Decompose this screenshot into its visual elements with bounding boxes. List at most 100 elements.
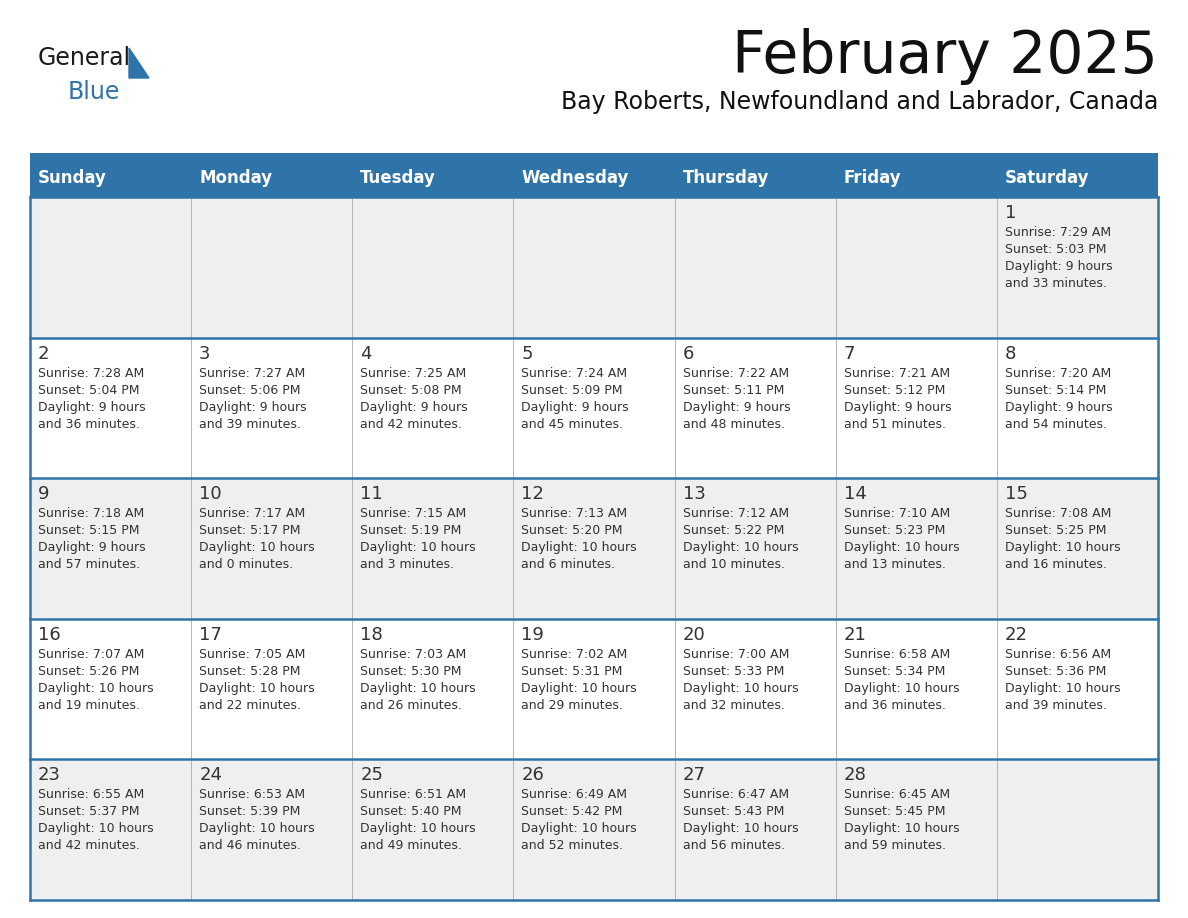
Bar (30, 338, 1158, 478)
Text: Bay Roberts, Newfoundland and Labrador, Canada: Bay Roberts, Newfoundland and Labrador, … (561, 90, 1158, 114)
Text: and 22 minutes.: and 22 minutes. (200, 699, 301, 711)
Text: Wednesday: Wednesday (522, 169, 628, 187)
Text: Sunset: 5:23 PM: Sunset: 5:23 PM (843, 524, 946, 537)
Text: Daylight: 10 hours: Daylight: 10 hours (683, 682, 798, 695)
Text: Daylight: 10 hours: Daylight: 10 hours (360, 542, 476, 554)
Text: 2: 2 (38, 344, 50, 363)
Text: Sunset: 5:11 PM: Sunset: 5:11 PM (683, 384, 784, 397)
Text: and 32 minutes.: and 32 minutes. (683, 699, 784, 711)
Text: and 39 minutes.: and 39 minutes. (1005, 699, 1107, 711)
Text: Friday: Friday (843, 169, 902, 187)
Text: Sunrise: 7:25 AM: Sunrise: 7:25 AM (360, 366, 467, 380)
Text: Blue: Blue (68, 80, 120, 104)
Text: and 42 minutes.: and 42 minutes. (360, 418, 462, 431)
Text: Sunrise: 6:51 AM: Sunrise: 6:51 AM (360, 789, 467, 801)
Text: 16: 16 (38, 626, 61, 644)
Text: 14: 14 (843, 486, 866, 503)
Text: Monday: Monday (200, 169, 272, 187)
Text: Daylight: 10 hours: Daylight: 10 hours (843, 682, 960, 695)
Text: Daylight: 10 hours: Daylight: 10 hours (522, 823, 637, 835)
Text: Daylight: 10 hours: Daylight: 10 hours (38, 682, 153, 695)
Text: Sunset: 5:12 PM: Sunset: 5:12 PM (843, 384, 946, 397)
Text: and 59 minutes.: and 59 minutes. (843, 839, 946, 853)
Bar (30, 159, 1158, 197)
Text: Sunrise: 7:28 AM: Sunrise: 7:28 AM (38, 366, 144, 380)
Text: Sunset: 5:08 PM: Sunset: 5:08 PM (360, 384, 462, 397)
Text: Sunset: 5:33 PM: Sunset: 5:33 PM (683, 665, 784, 677)
Text: Sunset: 5:26 PM: Sunset: 5:26 PM (38, 665, 139, 677)
Text: and 39 minutes.: and 39 minutes. (200, 418, 301, 431)
Text: Daylight: 9 hours: Daylight: 9 hours (38, 542, 146, 554)
Text: and 29 minutes.: and 29 minutes. (522, 699, 624, 711)
Text: and 3 minutes.: and 3 minutes. (360, 558, 454, 571)
Text: and 19 minutes.: and 19 minutes. (38, 699, 140, 711)
Text: Sunset: 5:28 PM: Sunset: 5:28 PM (200, 665, 301, 677)
Text: 18: 18 (360, 626, 383, 644)
Text: Sunrise: 7:05 AM: Sunrise: 7:05 AM (200, 648, 305, 661)
Text: 1: 1 (1005, 204, 1016, 222)
Text: Sunrise: 7:02 AM: Sunrise: 7:02 AM (522, 648, 627, 661)
Text: Daylight: 9 hours: Daylight: 9 hours (38, 400, 146, 414)
Text: Sunrise: 7:27 AM: Sunrise: 7:27 AM (200, 366, 305, 380)
Text: Daylight: 10 hours: Daylight: 10 hours (683, 542, 798, 554)
Text: Sunset: 5:22 PM: Sunset: 5:22 PM (683, 524, 784, 537)
Text: Sunrise: 7:12 AM: Sunrise: 7:12 AM (683, 508, 789, 521)
Text: Sunday: Sunday (38, 169, 107, 187)
Text: 9: 9 (38, 486, 50, 503)
Bar (30, 153, 1158, 159)
Text: and 33 minutes.: and 33 minutes. (1005, 277, 1107, 290)
Text: Sunrise: 6:47 AM: Sunrise: 6:47 AM (683, 789, 789, 801)
Text: Daylight: 10 hours: Daylight: 10 hours (38, 823, 153, 835)
Text: 22: 22 (1005, 626, 1028, 644)
Text: 17: 17 (200, 626, 222, 644)
Text: Daylight: 9 hours: Daylight: 9 hours (1005, 400, 1112, 414)
Text: Sunrise: 7:29 AM: Sunrise: 7:29 AM (1005, 226, 1111, 239)
Text: Daylight: 10 hours: Daylight: 10 hours (200, 542, 315, 554)
Text: 20: 20 (683, 626, 706, 644)
Text: Daylight: 10 hours: Daylight: 10 hours (683, 823, 798, 835)
Text: Daylight: 10 hours: Daylight: 10 hours (200, 682, 315, 695)
Text: 23: 23 (38, 767, 61, 784)
Text: and 42 minutes.: and 42 minutes. (38, 839, 140, 853)
Text: Sunrise: 6:49 AM: Sunrise: 6:49 AM (522, 789, 627, 801)
Text: and 13 minutes.: and 13 minutes. (843, 558, 946, 571)
Text: and 0 minutes.: and 0 minutes. (200, 558, 293, 571)
Text: Daylight: 10 hours: Daylight: 10 hours (1005, 682, 1120, 695)
Text: Sunrise: 7:03 AM: Sunrise: 7:03 AM (360, 648, 467, 661)
Text: and 45 minutes.: and 45 minutes. (522, 418, 624, 431)
Text: Sunset: 5:04 PM: Sunset: 5:04 PM (38, 384, 139, 397)
Polygon shape (129, 48, 148, 78)
Text: Sunrise: 7:15 AM: Sunrise: 7:15 AM (360, 508, 467, 521)
Text: Daylight: 10 hours: Daylight: 10 hours (843, 542, 960, 554)
Text: and 6 minutes.: and 6 minutes. (522, 558, 615, 571)
Text: Sunset: 5:09 PM: Sunset: 5:09 PM (522, 384, 623, 397)
Text: 5: 5 (522, 344, 533, 363)
Text: Daylight: 9 hours: Daylight: 9 hours (843, 400, 952, 414)
Text: Sunset: 5:20 PM: Sunset: 5:20 PM (522, 524, 623, 537)
Text: Sunset: 5:39 PM: Sunset: 5:39 PM (200, 805, 301, 819)
Text: 13: 13 (683, 486, 706, 503)
Text: Sunrise: 6:53 AM: Sunrise: 6:53 AM (200, 789, 305, 801)
Text: and 46 minutes.: and 46 minutes. (200, 839, 301, 853)
Text: Sunrise: 7:18 AM: Sunrise: 7:18 AM (38, 508, 144, 521)
Text: Sunrise: 7:00 AM: Sunrise: 7:00 AM (683, 648, 789, 661)
Text: 19: 19 (522, 626, 544, 644)
Text: Sunset: 5:31 PM: Sunset: 5:31 PM (522, 665, 623, 677)
Text: 7: 7 (843, 344, 855, 363)
Text: Sunrise: 7:21 AM: Sunrise: 7:21 AM (843, 366, 950, 380)
Text: Sunset: 5:45 PM: Sunset: 5:45 PM (843, 805, 946, 819)
Text: Daylight: 10 hours: Daylight: 10 hours (843, 823, 960, 835)
Text: and 52 minutes.: and 52 minutes. (522, 839, 624, 853)
Text: and 57 minutes.: and 57 minutes. (38, 558, 140, 571)
Text: and 51 minutes.: and 51 minutes. (843, 418, 946, 431)
Text: Daylight: 10 hours: Daylight: 10 hours (522, 682, 637, 695)
Text: 27: 27 (683, 767, 706, 784)
Text: Daylight: 10 hours: Daylight: 10 hours (1005, 542, 1120, 554)
Text: Daylight: 9 hours: Daylight: 9 hours (522, 400, 630, 414)
Text: 15: 15 (1005, 486, 1028, 503)
Text: Sunset: 5:43 PM: Sunset: 5:43 PM (683, 805, 784, 819)
Bar (30, 759, 1158, 900)
Text: Daylight: 9 hours: Daylight: 9 hours (360, 400, 468, 414)
Text: Daylight: 10 hours: Daylight: 10 hours (360, 823, 476, 835)
Text: General: General (38, 46, 131, 70)
